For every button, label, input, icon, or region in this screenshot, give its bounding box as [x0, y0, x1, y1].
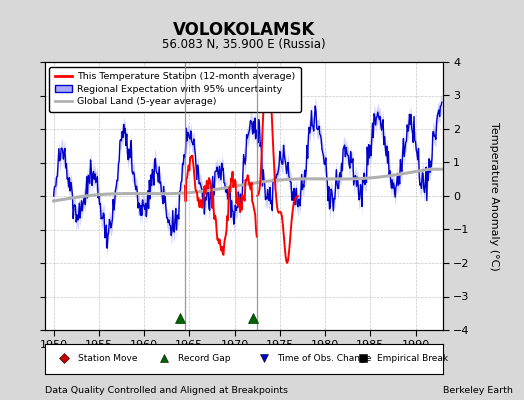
Text: Berkeley Earth: Berkeley Earth	[443, 386, 512, 395]
Y-axis label: Temperature Anomaly (°C): Temperature Anomaly (°C)	[489, 122, 499, 270]
Text: Data Quality Controlled and Aligned at Breakpoints: Data Quality Controlled and Aligned at B…	[45, 386, 288, 395]
Legend: This Temperature Station (12-month average), Regional Expectation with 95% uncer: This Temperature Station (12-month avera…	[49, 67, 301, 112]
Text: Record Gap: Record Gap	[178, 354, 231, 363]
Text: Station Move: Station Move	[79, 354, 138, 363]
Text: 56.083 N, 35.900 E (Russia): 56.083 N, 35.900 E (Russia)	[162, 38, 325, 51]
Text: Empirical Break: Empirical Break	[377, 354, 448, 363]
Text: VOLOKOLAMSK: VOLOKOLAMSK	[172, 21, 315, 39]
Text: Time of Obs. Change: Time of Obs. Change	[278, 354, 372, 363]
